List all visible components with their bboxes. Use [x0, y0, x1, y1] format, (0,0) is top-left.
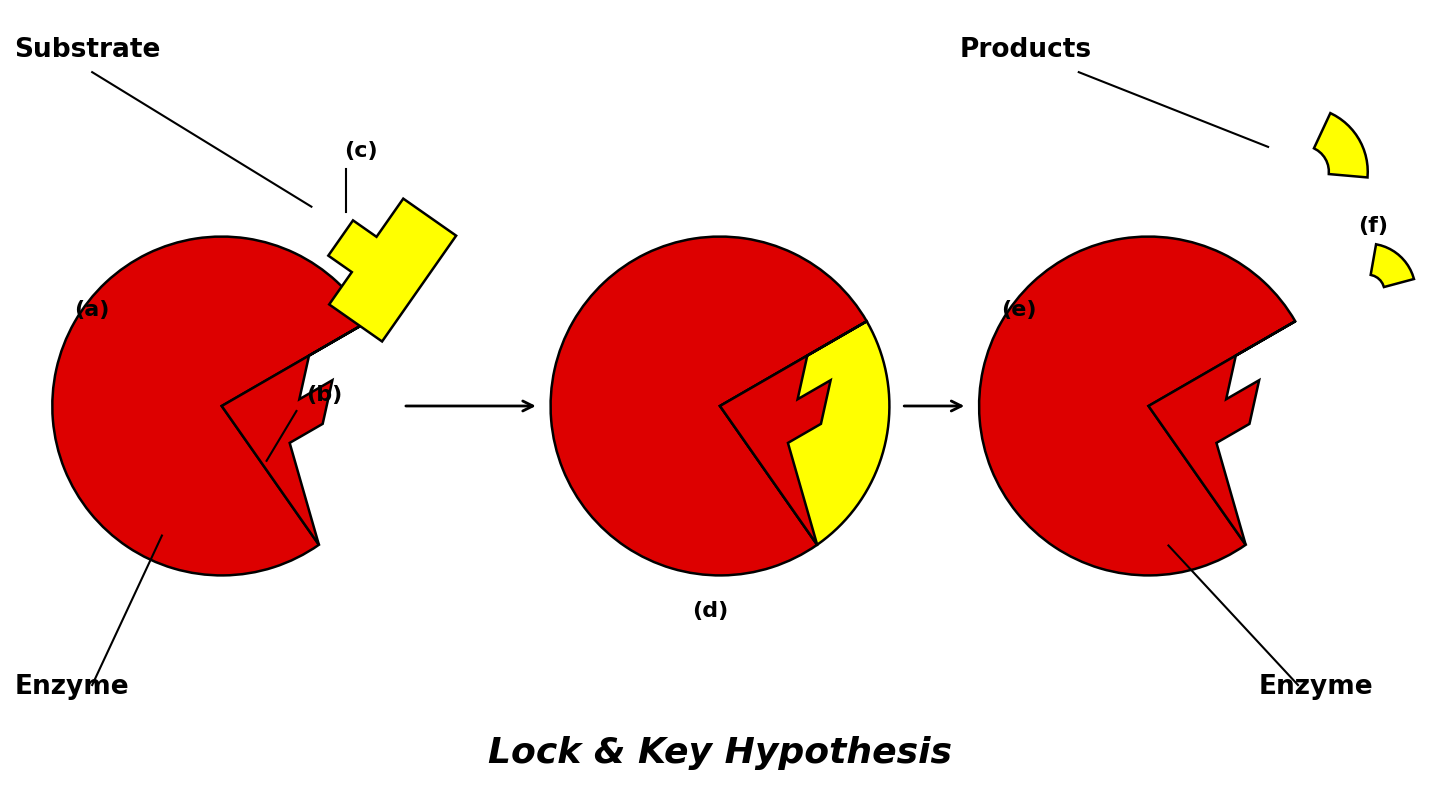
Text: (a): (a)	[75, 301, 109, 320]
Polygon shape	[1371, 244, 1414, 287]
Polygon shape	[328, 198, 456, 342]
Text: (d): (d)	[691, 601, 729, 621]
Text: Lock & Key Hypothesis: Lock & Key Hypothesis	[488, 736, 952, 770]
Text: (e): (e)	[1001, 301, 1037, 320]
Wedge shape	[979, 237, 1295, 575]
Text: Enzyme: Enzyme	[1259, 674, 1372, 700]
Polygon shape	[720, 322, 867, 545]
Wedge shape	[52, 237, 369, 575]
Polygon shape	[720, 322, 890, 545]
Text: Products: Products	[959, 37, 1092, 63]
Polygon shape	[1149, 322, 1295, 545]
Polygon shape	[222, 322, 369, 545]
Text: Enzyme: Enzyme	[14, 674, 130, 700]
Text: (c): (c)	[344, 141, 379, 161]
Polygon shape	[1313, 113, 1368, 177]
Wedge shape	[550, 237, 867, 575]
Text: Substrate: Substrate	[14, 37, 161, 63]
Text: (b): (b)	[307, 385, 343, 405]
Text: (f): (f)	[1358, 215, 1388, 235]
